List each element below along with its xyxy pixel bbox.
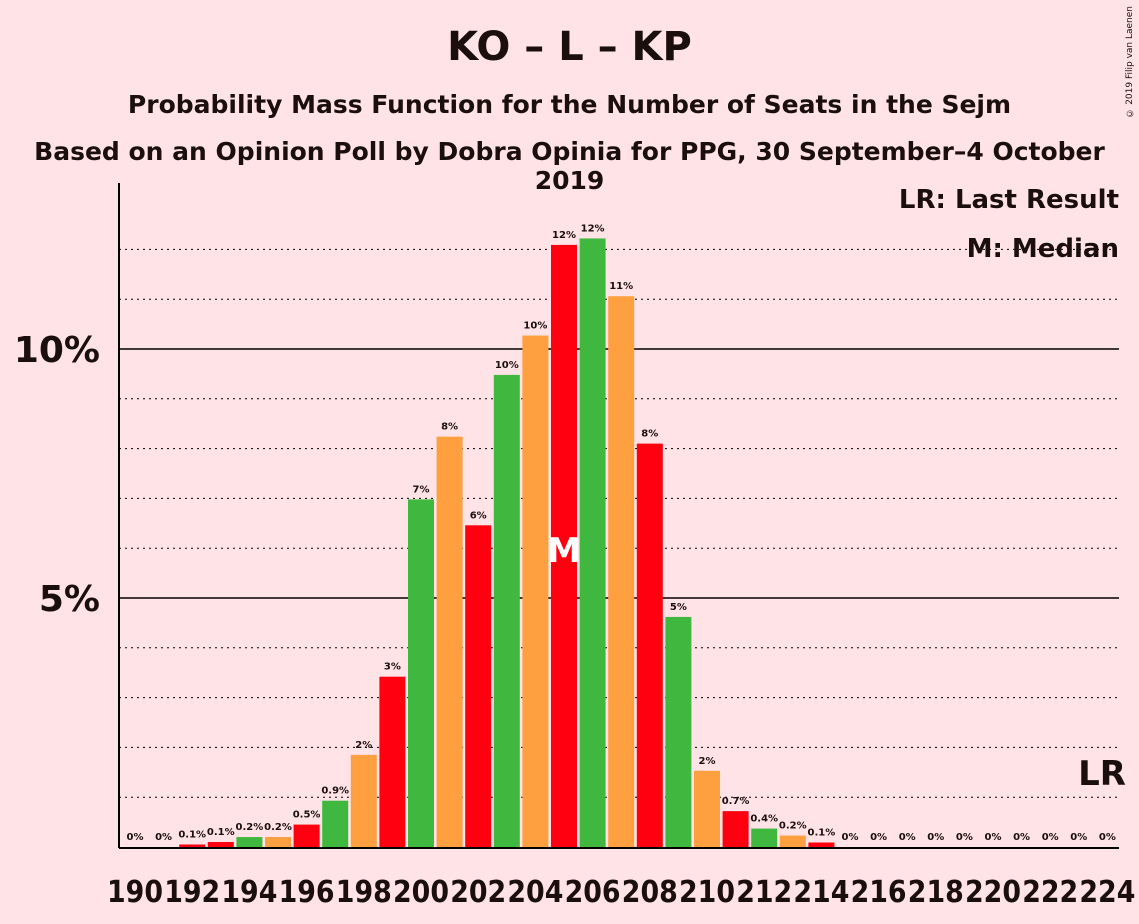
x-tick-label: 190 bbox=[107, 875, 163, 910]
bar-value-label: 0.2% bbox=[264, 822, 292, 833]
median-marker: M bbox=[547, 531, 581, 571]
x-tick-label: 212 bbox=[736, 875, 792, 910]
bar-seat-195 bbox=[265, 837, 291, 847]
bar-seat-200 bbox=[408, 499, 434, 847]
x-tick-label: 218 bbox=[908, 875, 964, 910]
bar-seat-207 bbox=[608, 296, 635, 847]
bar-value-label: 0% bbox=[127, 832, 144, 843]
bar-value-label: 12% bbox=[581, 223, 605, 234]
bar-seat-198 bbox=[350, 754, 377, 847]
bar-value-label: 0% bbox=[842, 832, 859, 843]
bar-seat-199 bbox=[379, 676, 406, 847]
bar-value-label: 0% bbox=[870, 832, 887, 843]
x-tick-label: 208 bbox=[622, 875, 678, 910]
bar-value-label: 0.2% bbox=[236, 822, 264, 833]
bar-value-label: 0% bbox=[1013, 832, 1030, 843]
bar-value-label: 3% bbox=[384, 662, 401, 673]
bar-value-label: 0.1% bbox=[178, 830, 206, 841]
bar-seat-201 bbox=[436, 436, 463, 847]
bar-value-label: 7% bbox=[413, 484, 430, 495]
x-tick-label: 220 bbox=[965, 875, 1021, 910]
x-tick-label: 202 bbox=[450, 875, 506, 910]
x-tick-label: 204 bbox=[507, 875, 563, 910]
bar-value-label: 5% bbox=[670, 602, 687, 613]
x-tick-label: 210 bbox=[679, 875, 735, 910]
bar-value-label: 0% bbox=[1070, 832, 1087, 843]
bar-value-label: 11% bbox=[609, 281, 633, 292]
bar-value-label: 6% bbox=[470, 510, 487, 521]
bar-seat-208 bbox=[636, 443, 663, 847]
x-tick-label: 206 bbox=[565, 875, 621, 910]
legend-median: M: Median bbox=[966, 234, 1119, 264]
bar-value-label: 0.2% bbox=[779, 821, 807, 832]
bar-seat-196 bbox=[293, 824, 320, 847]
bar-seat-197 bbox=[322, 800, 349, 847]
bar-value-label: 2% bbox=[355, 740, 372, 751]
bar-value-label: 0.4% bbox=[750, 814, 778, 825]
bar-value-label: 0% bbox=[899, 832, 916, 843]
y-tick-label: 5% bbox=[39, 579, 100, 620]
bar-value-label: 0.7% bbox=[722, 796, 750, 807]
bar-seat-214 bbox=[808, 842, 835, 847]
x-tick-label: 198 bbox=[336, 875, 392, 910]
y-tick-label: 10% bbox=[14, 330, 100, 371]
bar-value-label: 0.5% bbox=[293, 810, 321, 821]
x-tick-label: 222 bbox=[1022, 875, 1078, 910]
bar-value-label: 8% bbox=[441, 422, 458, 433]
chart-title: KO – L – KP bbox=[447, 24, 692, 70]
bar-seat-204 bbox=[522, 335, 549, 847]
bar-value-label: 10% bbox=[523, 321, 547, 332]
bar-seat-202 bbox=[465, 525, 492, 847]
chart-subtitle: Probability Mass Function for the Number… bbox=[127, 90, 1012, 119]
bar-seat-211 bbox=[722, 811, 749, 847]
bar-value-label: 12% bbox=[552, 230, 576, 241]
x-tick-label: 200 bbox=[393, 875, 449, 910]
bar-seat-209 bbox=[665, 616, 692, 847]
bar-value-label: 0% bbox=[956, 832, 973, 843]
chart-source: Based on an Opinion Poll by Dobra Opinia… bbox=[34, 137, 1105, 195]
bar-value-label: 0.9% bbox=[321, 786, 349, 797]
bar-seat-205 bbox=[551, 244, 577, 848]
x-tick-label: 214 bbox=[793, 875, 849, 910]
bar-seat-193 bbox=[207, 842, 234, 847]
last-result-marker: LR bbox=[1078, 754, 1126, 794]
x-tick-label: 192 bbox=[164, 875, 220, 910]
bar-value-label: 0% bbox=[985, 832, 1002, 843]
bar-value-label: 0% bbox=[1099, 832, 1116, 843]
bar-seat-210 bbox=[694, 770, 720, 847]
bar-seat-206 bbox=[579, 238, 606, 848]
bar-seat-203 bbox=[493, 374, 520, 847]
bar-value-label: 10% bbox=[495, 360, 519, 371]
bar-value-label: 0.1% bbox=[808, 828, 836, 839]
bar-seat-213 bbox=[779, 835, 806, 847]
bar-value-label: 2% bbox=[699, 756, 716, 767]
bar-value-label: 0% bbox=[1042, 832, 1059, 843]
bar-seat-192 bbox=[179, 844, 206, 847]
bar-value-label: 0% bbox=[927, 832, 944, 843]
x-tick-label: 216 bbox=[851, 875, 907, 910]
bar-value-label: 0.1% bbox=[207, 827, 235, 838]
legend-last-result: LR: Last Result bbox=[898, 185, 1119, 215]
bar-value-label: 0% bbox=[155, 832, 172, 843]
x-tick-label: 224 bbox=[1079, 875, 1135, 910]
x-tick-label: 196 bbox=[279, 875, 335, 910]
bar-seat-212 bbox=[751, 828, 778, 847]
x-tick-label: 194 bbox=[221, 875, 277, 910]
bar-seat-194 bbox=[236, 837, 263, 847]
bar-value-label: 8% bbox=[641, 429, 658, 440]
